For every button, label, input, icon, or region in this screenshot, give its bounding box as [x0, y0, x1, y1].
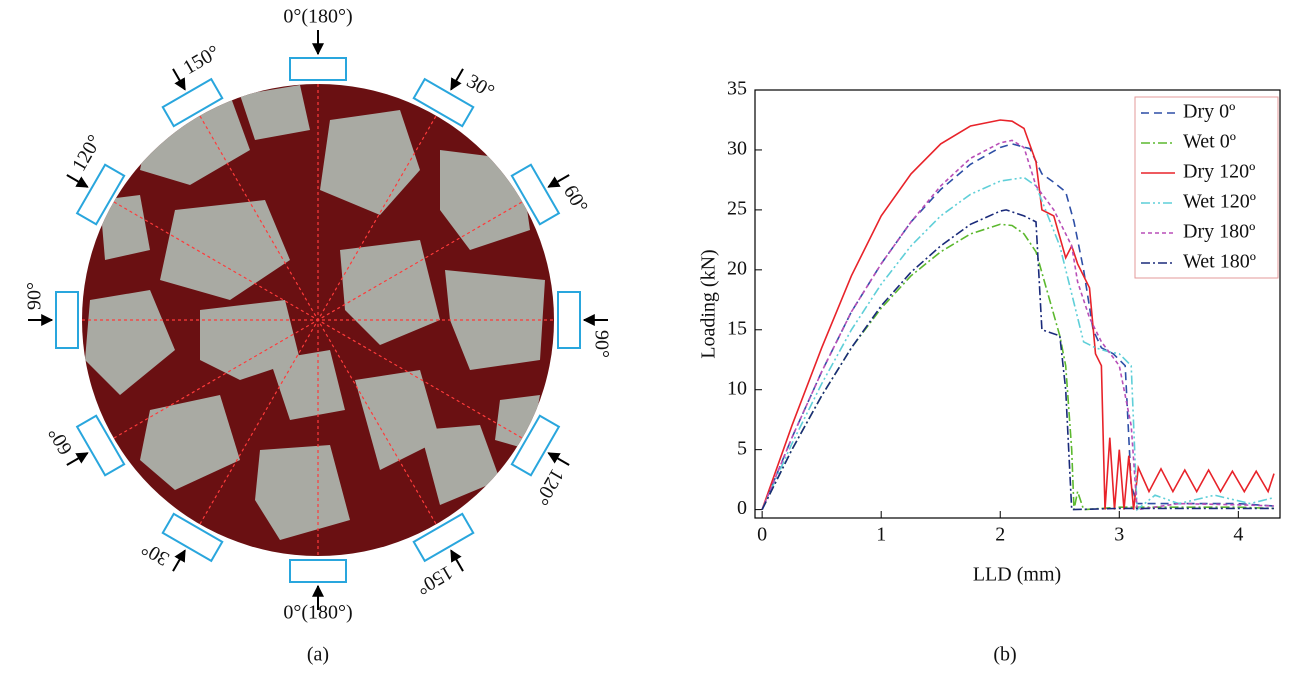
- aggregates: [85, 85, 545, 540]
- legend-box: [1134, 96, 1279, 279]
- load-arrow: [66, 174, 89, 188]
- loading-plate: [161, 512, 224, 563]
- legend-label: Dry 0º: [1183, 101, 1235, 123]
- y-tick-label: 5: [737, 437, 747, 459]
- series-line: [761, 176, 1275, 512]
- legend-label: Wet 0º: [1183, 131, 1236, 153]
- angle-label: 90°: [24, 282, 46, 310]
- load-arrow: [450, 549, 464, 572]
- loading-plate: [412, 77, 475, 128]
- loading-plate: [75, 414, 126, 477]
- legend-label: Dry 120º: [1183, 161, 1255, 183]
- y-tick-label: 30: [727, 138, 747, 160]
- y-tick-label: 25: [727, 197, 747, 219]
- specimen: 30° 60° 90° 120° 150° 30° 60° 90° 120° 150°: [24, 30, 612, 610]
- load-arrow: [66, 452, 89, 466]
- load-arrow: [547, 174, 570, 188]
- y-tick-label: 15: [727, 317, 747, 339]
- loading-plate: [289, 559, 347, 583]
- loading-plate: [557, 291, 581, 349]
- loading-plate: [75, 163, 126, 226]
- y-axis-label: Loading (kN): [698, 249, 720, 358]
- series-line: [761, 119, 1275, 510]
- angle-label: 0°(180°): [283, 602, 352, 624]
- angle-label: 30°: [138, 537, 173, 570]
- angle-label: 0°(180°): [283, 6, 352, 28]
- legend-label: Wet 120º: [1183, 191, 1256, 213]
- load-arrow: [172, 549, 186, 572]
- load-arrow: [172, 68, 186, 91]
- loading-plate: [289, 57, 347, 81]
- x-tick-label: 3: [1114, 524, 1124, 546]
- chart: (b) LLD (mm) Loading (kN) 0 1 2 3 4 0 5 10 15 20 2…: [698, 78, 1281, 666]
- x-tick-label: 4: [1233, 524, 1243, 546]
- angle-label: 60°: [559, 181, 592, 216]
- x-tick-label: 0: [757, 524, 767, 546]
- support: 90°: [24, 282, 79, 349]
- y-tick-label: 20: [727, 257, 747, 279]
- plot-frame: [754, 89, 1281, 519]
- support: [289, 559, 347, 610]
- legend-label: Dry 180º: [1183, 221, 1255, 243]
- angle-label: 120°: [68, 131, 106, 175]
- x-tick-label: 2: [995, 524, 1005, 546]
- loading-plate: [55, 291, 79, 349]
- series-line: [761, 209, 1274, 511]
- loading-plate: [161, 77, 224, 128]
- x-axis-label: LLD (mm): [973, 564, 1061, 586]
- loading-plate: [412, 512, 475, 563]
- angle-label: 120°: [530, 465, 568, 509]
- legend-label: Wet 180º: [1183, 251, 1256, 273]
- angle-label: 150°: [413, 561, 457, 599]
- x-tick-label: 1: [876, 524, 886, 546]
- caption: (b): [993, 644, 1016, 666]
- y-tick-label: 35: [727, 78, 747, 100]
- angle-label: 90°: [590, 330, 612, 358]
- load-arrow: [450, 68, 464, 91]
- angle-label: 150°: [179, 41, 223, 79]
- y-tick-label: 0: [737, 497, 747, 519]
- angle-label: 60°: [44, 423, 77, 458]
- series-line: [761, 139, 1275, 511]
- support: 90°: [557, 291, 612, 358]
- loading-plate: [510, 414, 561, 477]
- crack-paths: [82, 84, 554, 556]
- support: [289, 30, 347, 81]
- caption: (a): [307, 644, 329, 666]
- load-arrow: [547, 452, 570, 466]
- loading-plate: [510, 163, 561, 226]
- y-tick-label: 10: [727, 377, 747, 399]
- angle-label: 30°: [463, 70, 498, 103]
